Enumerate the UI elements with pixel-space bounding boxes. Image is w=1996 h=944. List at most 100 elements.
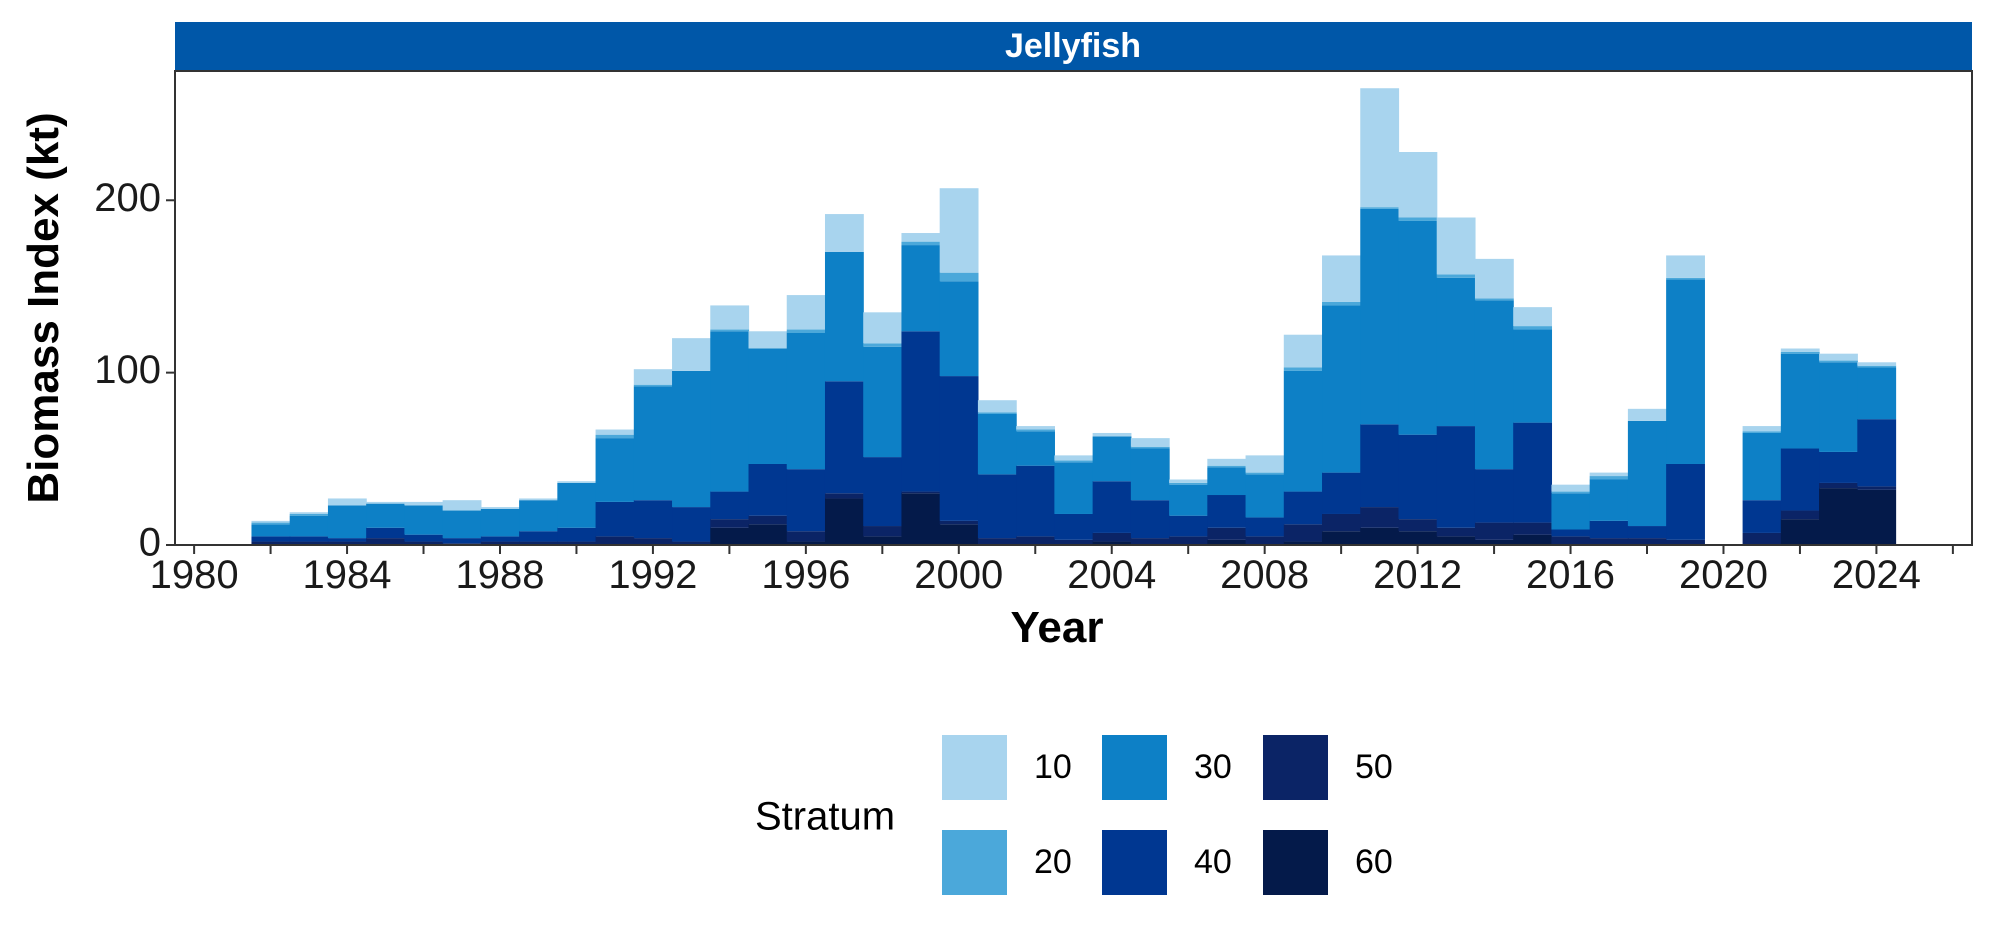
bar-segment-1984-stratum-30 xyxy=(327,505,367,539)
bar-segment-2001-stratum-20 xyxy=(977,412,1017,414)
bar-segment-2000-stratum-30 xyxy=(939,281,979,377)
bar-segment-2006-stratum-40 xyxy=(1169,515,1208,537)
bar-segment-2007-stratum-30 xyxy=(1207,467,1247,496)
bar-segment-2018-stratum-30 xyxy=(1627,420,1667,527)
bar-segment-1996-stratum-60 xyxy=(786,541,826,545)
bar-segment-1996-stratum-30 xyxy=(786,332,826,470)
bar-segment-2008-stratum-30 xyxy=(1245,474,1285,518)
bar-segment-2016-stratum-50 xyxy=(1551,536,1591,545)
bar-segment-2015-stratum-20 xyxy=(1513,326,1553,330)
bar-segment-2005-stratum-40 xyxy=(1130,500,1170,539)
panel-title: Jellyfish xyxy=(1005,27,1141,65)
bar-segment-2017-stratum-50 xyxy=(1589,538,1629,545)
bar-segment-2000-stratum-10 xyxy=(939,188,979,273)
bar-segment-2000-stratum-60 xyxy=(939,524,979,545)
bar-segment-2009-stratum-50 xyxy=(1283,524,1323,542)
bar-segment-1996-stratum-50 xyxy=(786,531,826,542)
bar-segment-2016-stratum-40 xyxy=(1551,529,1591,537)
bar-segment-2016-stratum-20 xyxy=(1551,491,1591,494)
bar-segment-2008-stratum-50 xyxy=(1245,536,1285,545)
bar-segment-1989-stratum-10 xyxy=(519,498,558,501)
bar-segment-2004-stratum-10 xyxy=(1092,432,1132,437)
bar-segment-2013-stratum-40 xyxy=(1436,426,1476,528)
bar-segment-2016-stratum-10 xyxy=(1551,484,1591,492)
x-tick-label: 1984 xyxy=(303,553,392,597)
bar-segment-1997-stratum-60 xyxy=(824,498,864,545)
bar-segment-2015-stratum-60 xyxy=(1513,534,1553,545)
bar-segment-2013-stratum-20 xyxy=(1436,274,1476,278)
x-tick-label: 2000 xyxy=(914,553,1003,597)
x-tick-label: 1980 xyxy=(150,553,239,597)
bar-segment-2010-stratum-50 xyxy=(1322,513,1361,532)
bar-segment-2000-stratum-50 xyxy=(939,520,979,525)
x-tick-label: 2020 xyxy=(1679,553,1768,597)
bar-segment-2004-stratum-30 xyxy=(1092,436,1132,482)
bar-segment-1991-stratum-40 xyxy=(595,501,635,537)
bar-segment-2002-stratum-20 xyxy=(1016,429,1055,432)
legend-items: 10 20 30 40 50 60 xyxy=(942,735,1393,895)
bar-segment-2001-stratum-30 xyxy=(977,414,1017,475)
x-tick-label: 1992 xyxy=(608,553,697,597)
bar-segment-2018-stratum-50 xyxy=(1627,538,1667,545)
bar-segment-2007-stratum-20 xyxy=(1207,465,1247,468)
bar-segment-1989-stratum-50 xyxy=(519,541,558,545)
y-tick-label: 100 xyxy=(94,348,161,392)
bar-segment-1997-stratum-40 xyxy=(824,381,864,494)
x-axis-title: Year xyxy=(1011,603,1104,652)
bar-segment-2002-stratum-30 xyxy=(1016,431,1055,466)
bar-segment-2022-stratum-20 xyxy=(1780,351,1820,354)
bar-segment-1982-stratum-40 xyxy=(251,536,291,542)
bar-segment-1992-stratum-20 xyxy=(633,384,673,387)
y-tick-label: 0 xyxy=(139,521,161,565)
bar-segment-1982-stratum-30 xyxy=(251,524,291,537)
bar-segment-1983-stratum-40 xyxy=(289,536,329,542)
bar-segment-1982-stratum-10 xyxy=(251,520,291,523)
x-tick-label: 2004 xyxy=(1067,553,1156,597)
bar-segment-2021-stratum-50 xyxy=(1742,532,1782,545)
x-tick-label: 1996 xyxy=(761,553,850,597)
bar-segment-2022-stratum-50 xyxy=(1780,510,1820,520)
bar-segment-1998-stratum-50 xyxy=(863,526,903,537)
x-tick-label: 2008 xyxy=(1220,553,1309,597)
bar-segment-1994-stratum-60 xyxy=(710,527,750,545)
bar-segment-2005-stratum-20 xyxy=(1130,446,1170,449)
bar-segment-1982-stratum-50 xyxy=(251,541,291,545)
bar-segment-2024-stratum-60 xyxy=(1857,489,1897,545)
plot-panel-border xyxy=(174,70,1973,546)
bar-segment-2019-stratum-30 xyxy=(1666,279,1705,464)
bar-segment-1995-stratum-40 xyxy=(748,463,788,516)
bar-segment-2015-stratum-30 xyxy=(1513,329,1553,423)
bar-segment-1993-stratum-50 xyxy=(672,541,711,545)
bar-segment-2010-stratum-10 xyxy=(1322,255,1361,302)
bar-segment-2004-stratum-50 xyxy=(1092,532,1132,542)
bar-segment-1989-stratum-30 xyxy=(519,500,558,532)
legend-swatch-50 xyxy=(1263,735,1328,800)
bar-segment-1996-stratum-20 xyxy=(786,329,826,333)
bar-segment-1995-stratum-50 xyxy=(748,515,788,525)
bar-segment-2011-stratum-60 xyxy=(1360,527,1400,545)
bar-segment-1998-stratum-60 xyxy=(863,536,903,545)
bar-segment-2010-stratum-30 xyxy=(1322,305,1361,473)
bar-segment-2002-stratum-10 xyxy=(1016,426,1055,430)
bar-segment-2024-stratum-20 xyxy=(1857,365,1897,368)
bar-segment-2004-stratum-60 xyxy=(1092,541,1132,545)
bar-segment-1994-stratum-20 xyxy=(710,329,750,332)
legend-swatch-40 xyxy=(1102,830,1167,895)
panel-strip-background xyxy=(175,22,1972,71)
bar-segment-1993-stratum-30 xyxy=(672,370,711,508)
bar-segment-1995-stratum-60 xyxy=(748,524,788,545)
bar-segment-1993-stratum-40 xyxy=(672,507,711,542)
legend-label-10: 10 xyxy=(1034,748,1072,786)
bar-segment-2006-stratum-50 xyxy=(1169,536,1208,545)
bar-segment-2010-stratum-60 xyxy=(1322,531,1361,545)
bar-segment-2018-stratum-40 xyxy=(1627,526,1667,539)
bar-segment-1987-stratum-10 xyxy=(442,500,482,511)
bar-segment-2003-stratum-10 xyxy=(1054,455,1094,461)
bar-segment-2022-stratum-40 xyxy=(1780,448,1820,511)
bar-segment-2021-stratum-30 xyxy=(1742,432,1782,501)
bar-segment-1987-stratum-30 xyxy=(442,510,482,539)
bar-segment-2001-stratum-10 xyxy=(977,400,1017,413)
legend-label-60: 60 xyxy=(1355,843,1393,881)
bar-segment-1999-stratum-20 xyxy=(901,241,941,246)
panel-strip: Jellyfish xyxy=(175,22,1972,71)
